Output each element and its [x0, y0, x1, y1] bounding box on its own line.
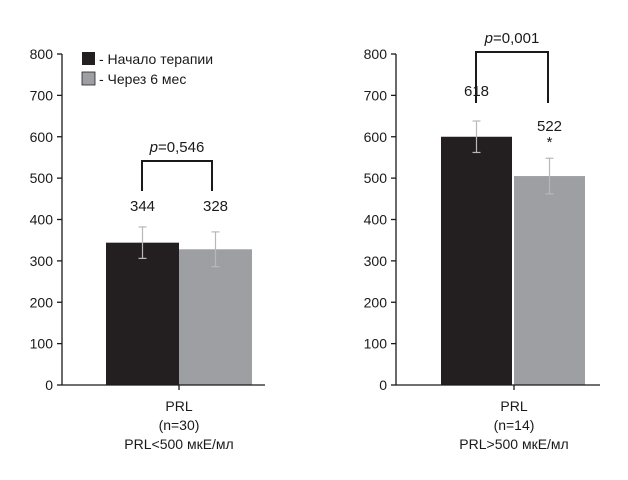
x-axis-right [396, 384, 600, 390]
y-tick-label: 100 [364, 336, 388, 352]
y-tick-label: 600 [364, 129, 388, 145]
category-label-left: PRL (n=30) PRL<500 мкЕ/мл [124, 398, 233, 452]
chart-right: 0 100 200 300 400 500 600 700 800 618 522 * p=0,… [364, 30, 600, 452]
category-line-2: (n=30) [159, 417, 200, 433]
y-tick-label: 700 [364, 87, 388, 103]
bracket-line [475, 51, 549, 103]
category-line-3: PRL>500 мкЕ/мл [459, 436, 568, 452]
y-tick-label: 0 [45, 377, 53, 393]
bar-baseline [441, 136, 512, 385]
y-axis-left: 0 100 200 300 400 500 600 700 800 [30, 46, 63, 393]
legend: - Начало терапии - Через 6 мес [81, 51, 213, 87]
category-line-2: (n=14) [494, 417, 535, 433]
bars-right [441, 136, 585, 385]
y-tick-label: 300 [30, 253, 54, 269]
category-line-1: PRL [500, 398, 527, 414]
legend-swatch-baseline [82, 52, 95, 65]
value-labels-right: 618 522 * [464, 83, 562, 151]
y-tick-label: 100 [30, 336, 54, 352]
y-tick-label: 400 [30, 212, 54, 228]
x-axis-left [62, 384, 265, 390]
category-label-right: PRL (n=14) PRL>500 мкЕ/мл [459, 398, 568, 452]
y-tick-label: 200 [30, 294, 54, 310]
bar-followup [179, 249, 252, 385]
value-label-baseline: 344 [130, 198, 155, 215]
value-labels-left: 344 328 [130, 198, 228, 215]
y-tick-label: 700 [30, 87, 54, 103]
value-label-followup: 328 [203, 198, 228, 215]
legend-label-followup: - Через 6 мес [99, 71, 186, 87]
category-line-3: PRL<500 мкЕ/мл [124, 436, 233, 452]
y-tick-label: 400 [364, 212, 388, 228]
y-tick-label: 500 [364, 170, 388, 186]
legend-label-baseline: - Начало терапии [99, 51, 213, 67]
value-label-followup: 522 [537, 118, 562, 135]
y-tick-label: 800 [364, 46, 388, 62]
bars-left [106, 242, 252, 385]
significance-bracket-left: p=0,546 [141, 139, 213, 191]
y-tick-label: 600 [30, 129, 54, 145]
legend-swatch-followup [81, 71, 96, 86]
significance-bracket-right: p=0,001 [475, 30, 549, 103]
y-tick-label: 200 [364, 294, 388, 310]
error-bars-right [472, 120, 554, 195]
y-axis-right: 0 100 200 300 400 500 600 700 800 [364, 46, 397, 393]
error-bars-left [138, 226, 220, 268]
bar-baseline [106, 242, 179, 385]
chart-left: 0 100 200 300 400 500 600 700 800 344 328 p=0,54… [30, 46, 265, 452]
y-tick-label: 0 [379, 377, 387, 393]
bracket-line [141, 160, 213, 191]
y-tick-label: 300 [364, 253, 388, 269]
p-value-label: p=0,546 [149, 139, 205, 156]
category-line-1: PRL [165, 398, 192, 414]
p-value-label: p=0,001 [484, 30, 540, 47]
significance-asterisk: * [547, 134, 553, 151]
bar-followup [514, 176, 585, 385]
y-tick-label: 500 [30, 170, 54, 186]
y-tick-label: 800 [30, 46, 54, 62]
